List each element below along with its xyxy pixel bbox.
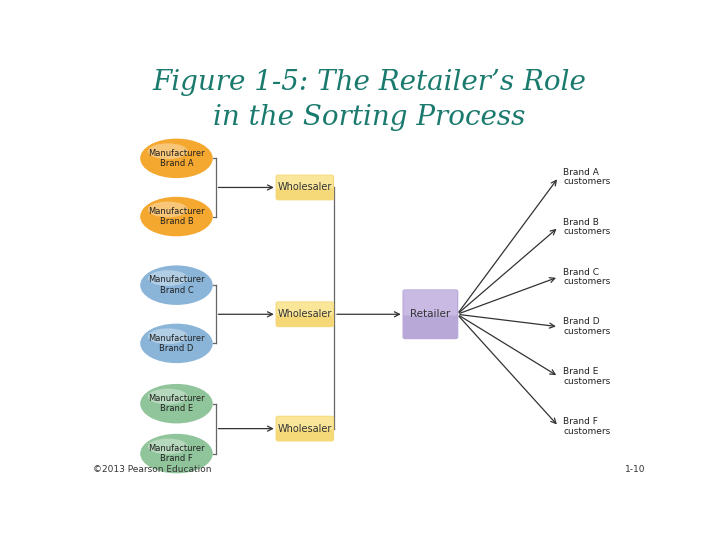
Text: Brand E
customers: Brand E customers	[563, 367, 611, 386]
FancyBboxPatch shape	[276, 176, 333, 188]
Ellipse shape	[140, 384, 213, 423]
Ellipse shape	[148, 201, 188, 218]
FancyBboxPatch shape	[276, 301, 334, 327]
Ellipse shape	[148, 328, 188, 344]
FancyBboxPatch shape	[402, 289, 458, 339]
FancyBboxPatch shape	[276, 174, 334, 200]
Text: Manufacturer
Brand B: Manufacturer Brand B	[148, 207, 204, 226]
Text: Brand F
customers: Brand F customers	[563, 417, 611, 436]
Ellipse shape	[140, 139, 213, 178]
FancyBboxPatch shape	[276, 302, 333, 315]
Text: Figure 1-5: The Retailer’s Role
in the Sorting Process: Figure 1-5: The Retailer’s Role in the S…	[152, 70, 586, 131]
Text: Wholesaler: Wholesaler	[278, 309, 332, 319]
Ellipse shape	[140, 434, 213, 474]
Text: Brand C
customers: Brand C customers	[563, 267, 611, 286]
Text: Brand A
customers: Brand A customers	[563, 168, 611, 186]
FancyBboxPatch shape	[404, 290, 457, 315]
Ellipse shape	[148, 270, 188, 286]
Ellipse shape	[140, 197, 213, 237]
Text: Manufacturer
Brand E: Manufacturer Brand E	[148, 394, 204, 414]
Text: Brand B
customers: Brand B customers	[563, 218, 611, 237]
Ellipse shape	[140, 266, 213, 305]
Text: Manufacturer
Brand A: Manufacturer Brand A	[148, 148, 204, 168]
FancyBboxPatch shape	[276, 416, 334, 442]
FancyBboxPatch shape	[276, 416, 333, 430]
Text: Retailer: Retailer	[410, 309, 451, 319]
Text: Manufacturer
Brand D: Manufacturer Brand D	[148, 334, 204, 353]
Text: Manufacturer
Brand F: Manufacturer Brand F	[148, 444, 204, 463]
Ellipse shape	[148, 143, 188, 159]
Ellipse shape	[148, 438, 188, 454]
Ellipse shape	[148, 389, 188, 404]
Text: ©2013 Pearson Education: ©2013 Pearson Education	[93, 465, 211, 474]
Text: 1-10: 1-10	[625, 465, 645, 474]
Text: Manufacturer
Brand C: Manufacturer Brand C	[148, 275, 204, 295]
Text: Wholesaler: Wholesaler	[278, 423, 332, 434]
Text: Brand D
customers: Brand D customers	[563, 318, 611, 336]
Ellipse shape	[140, 323, 213, 363]
Text: Wholesaler: Wholesaler	[278, 183, 332, 192]
